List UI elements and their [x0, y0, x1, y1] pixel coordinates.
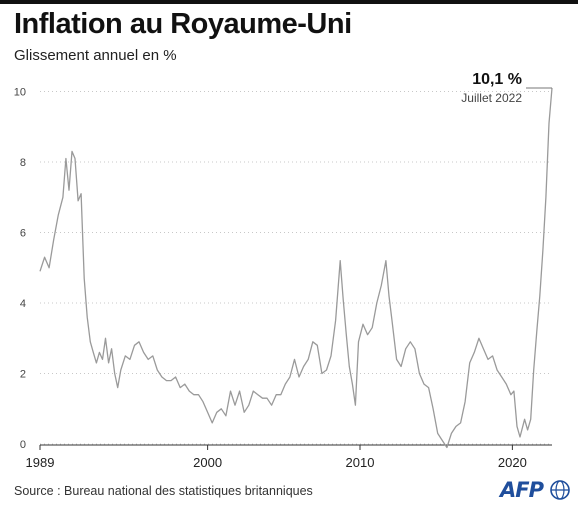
y-tick-label: 2 [20, 369, 26, 381]
y-tick-label: 8 [20, 157, 26, 169]
annotation-value: 10,1 % [472, 71, 522, 88]
afp-logo-text: AFP [500, 478, 544, 502]
y-tick-label: 10 [14, 87, 26, 99]
afp-globe-icon [550, 480, 570, 500]
x-tick-label: 1989 [26, 455, 55, 470]
annotation-date: Juillet 2022 [461, 91, 522, 105]
top-rule [0, 0, 578, 4]
y-tick-label: 4 [20, 298, 26, 310]
inflation-series-line [39, 87, 553, 449]
source-note: Source : Bureau national des statistique… [14, 484, 313, 498]
y-tick-label: 6 [20, 228, 26, 240]
line-chart: 0 2 4 6 8 10 1989 2000 2010 2020 10,1 % Juillet 202… [14, 71, 553, 470]
chart-title: Inflation au Royaume-Uni [14, 8, 352, 40]
y-tick-label: 0 [20, 439, 26, 451]
x-tick-label: 2020 [498, 455, 527, 470]
afp-logo: AFP [500, 478, 572, 502]
chart-subtitle: Glissement annuel en % [14, 47, 177, 64]
x-tick-label: 2000 [193, 455, 222, 470]
x-tick-label: 2010 [346, 455, 375, 470]
